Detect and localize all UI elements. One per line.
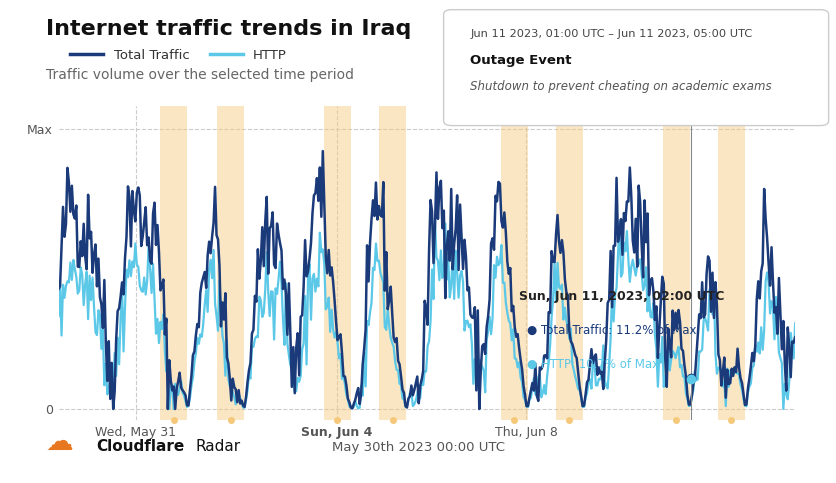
Text: Radar: Radar (195, 439, 240, 454)
Total Traffic (789, 335, 799, 341)
Bar (324, 106, 350, 420)
Bar (662, 106, 689, 420)
Text: ☁: ☁ (46, 428, 74, 456)
Text: Jun 11 2023, 01:00 UTC – Jun 11 2023, 05:00 UTC: Jun 11 2023, 01:00 UTC – Jun 11 2023, 05… (470, 29, 752, 39)
HTTP (430, 218, 440, 224)
Line: HTTP: HTTP (59, 221, 794, 409)
Text: Outage Event: Outage Event (470, 54, 571, 67)
Total Traffic (108, 406, 118, 412)
HTTP (54, 313, 64, 319)
Text: May 30th 2023 00:00 UTC: May 30th 2023 00:00 UTC (332, 441, 504, 454)
HTTP (455, 272, 465, 278)
Text: ● Total Traffic: 11.2% of Max: ● Total Traffic: 11.2% of Max (527, 324, 696, 337)
Line: Total Traffic: Total Traffic (59, 151, 794, 409)
Total Traffic (455, 202, 465, 208)
Bar (217, 106, 244, 420)
Bar (160, 106, 187, 420)
Total Traffic (405, 383, 415, 388)
Total Traffic (410, 380, 421, 386)
HTTP (494, 260, 504, 266)
Total Traffic (660, 356, 670, 362)
Total Traffic (318, 148, 328, 154)
Text: ● HTTP: 10.7% of Max: ● HTTP: 10.7% of Max (527, 357, 659, 370)
Text: Sun, Jun 11, 2023, 02:00 UTC: Sun, Jun 11, 2023, 02:00 UTC (518, 290, 723, 303)
Total Traffic (54, 286, 64, 292)
Text: Shutdown to prevent cheating on academic exams: Shutdown to prevent cheating on academic… (470, 80, 771, 93)
Text: Internet traffic trends in Iraq: Internet traffic trends in Iraq (46, 19, 411, 39)
HTTP (774, 355, 784, 361)
HTTP (660, 374, 670, 380)
Text: Cloudflare: Cloudflare (96, 439, 184, 454)
HTTP (409, 401, 419, 407)
Bar (555, 106, 583, 420)
HTTP (789, 320, 799, 326)
Bar (379, 106, 405, 420)
Bar (500, 106, 528, 420)
Legend: Total Traffic, HTTP: Total Traffic, HTTP (65, 44, 292, 67)
Bar (717, 106, 744, 420)
Text: Traffic volume over the selected time period: Traffic volume over the selected time pe… (46, 68, 354, 82)
HTTP (405, 390, 415, 396)
Total Traffic (774, 311, 784, 316)
Total Traffic (494, 181, 504, 186)
HTTP (164, 406, 174, 412)
